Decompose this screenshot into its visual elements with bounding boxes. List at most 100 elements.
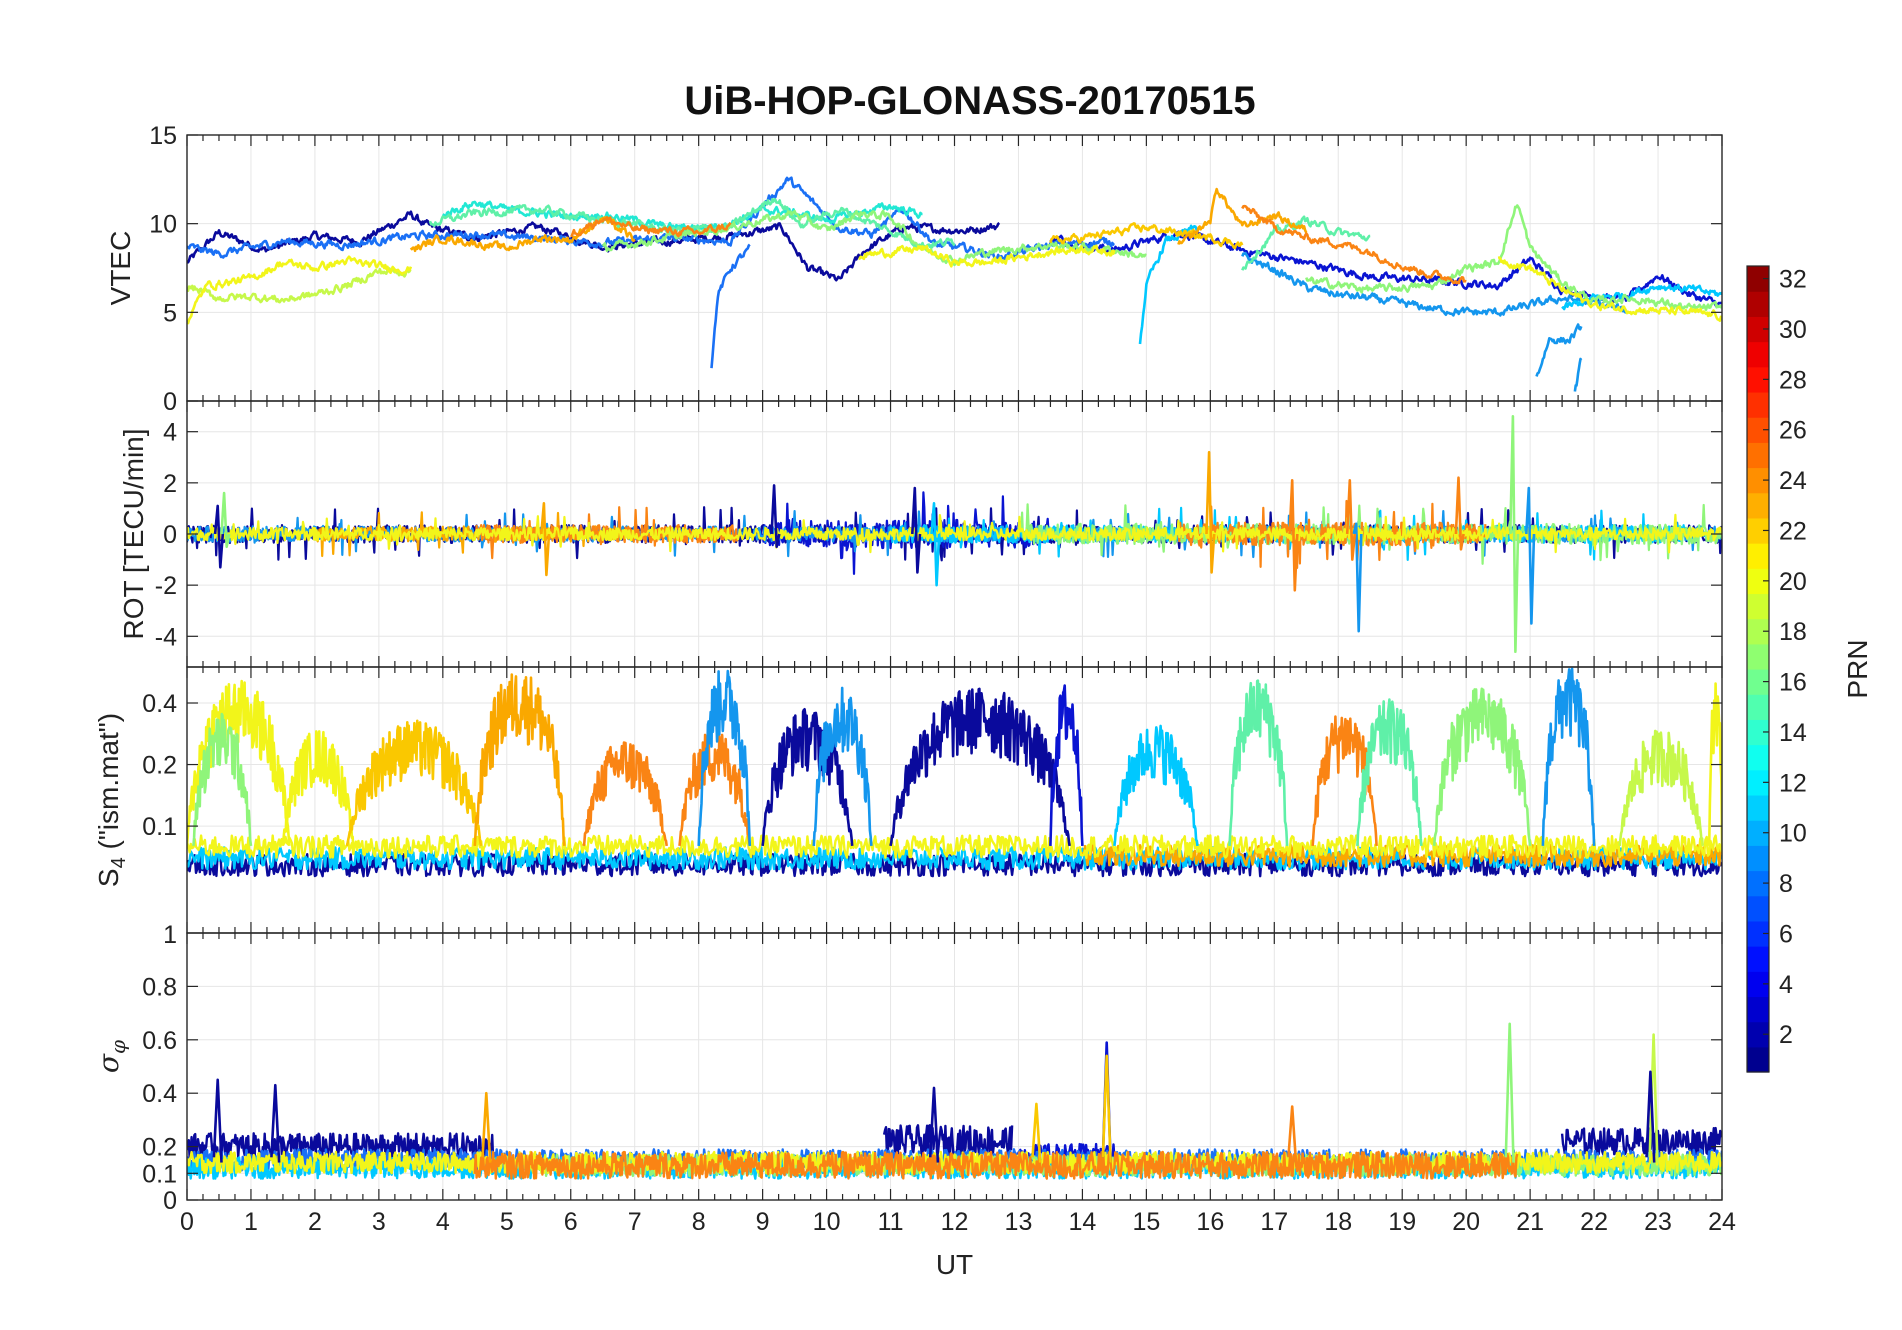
series-line xyxy=(187,255,413,325)
colorbar-tick-label: 16 xyxy=(1779,669,1807,697)
series-line xyxy=(1535,323,1583,377)
series-spike xyxy=(1205,450,1216,574)
colorbar-segment xyxy=(1747,417,1769,443)
colorbar-segment xyxy=(1747,643,1769,670)
colorbar-tick-label: 20 xyxy=(1779,568,1807,596)
x-axis-group: 0 1 2 3 4 5 6 7 8 9 10 11 12 13 14 15 16 17 18 19 20 21 22 23 24… xyxy=(180,1208,1736,1280)
series-line xyxy=(1177,187,1308,245)
series-spike xyxy=(1288,478,1299,592)
colorbar-segment xyxy=(1747,492,1769,519)
panel-x-ticks xyxy=(186,933,1723,1200)
colorbar-segment xyxy=(1747,366,1769,393)
series-spike xyxy=(220,491,231,549)
panel-y-label: S4 ("ism.mat") xyxy=(93,713,130,887)
series-line xyxy=(1356,698,1423,847)
series-line xyxy=(570,216,732,238)
series-line xyxy=(473,673,566,847)
y-tick-label: 0.1 xyxy=(142,1160,177,1188)
series-spike xyxy=(770,484,781,549)
panel-data xyxy=(187,176,1722,392)
colorbar-segment xyxy=(1747,794,1769,821)
series-spike xyxy=(1509,414,1520,654)
y-tick-label: 10 xyxy=(149,211,177,239)
series-line xyxy=(1560,1126,1722,1156)
panel-y-ticks: -4 -2 0 2 4 xyxy=(155,419,1722,651)
colorbar-segment xyxy=(1747,1046,1769,1073)
colorbar-segment xyxy=(1747,568,1769,595)
colorbar-tick-label: 24 xyxy=(1779,467,1807,495)
y-tick-label: -4 xyxy=(155,623,177,651)
x-tick-label: 1 xyxy=(244,1208,258,1236)
colorbar-segment xyxy=(1747,593,1769,620)
x-tick-label: 20 xyxy=(1452,1208,1480,1236)
series-line xyxy=(1228,679,1289,846)
colorbar-segment xyxy=(1747,820,1769,846)
colorbar-tick-label: 28 xyxy=(1779,366,1807,394)
x-tick-label: 21 xyxy=(1516,1208,1544,1236)
series-line xyxy=(281,730,355,847)
colorbar-segment xyxy=(1747,618,1769,645)
colorbar-segment xyxy=(1747,266,1769,292)
colorbar-segment xyxy=(1747,1021,1769,1048)
y-tick-label: 0 xyxy=(163,388,177,416)
x-tick-label: 2 xyxy=(308,1208,322,1236)
x-tick-label: 11 xyxy=(878,1208,904,1236)
x-tick-label: 22 xyxy=(1580,1208,1608,1236)
colorbar-segment xyxy=(1747,291,1769,317)
colorbar-tick-label: 12 xyxy=(1779,769,1807,797)
x-tick-label: 14 xyxy=(1069,1208,1097,1236)
series-spike xyxy=(1031,1102,1042,1163)
colorbar-tick-label: 8 xyxy=(1779,870,1793,898)
series-spike xyxy=(213,504,225,569)
figure-title: UiB-HOP-GLONASS-20170515 xyxy=(684,79,1255,123)
series-line xyxy=(889,687,1071,847)
panel-y-label: ROT [TECU/min] xyxy=(118,428,149,639)
series-line xyxy=(1707,682,1722,846)
colorbar-tick-label: 4 xyxy=(1779,971,1793,999)
x-tick-label: 19 xyxy=(1388,1208,1416,1236)
x-tick-label: 18 xyxy=(1324,1208,1352,1236)
colorbar-segment xyxy=(1747,517,1769,544)
colorbar-segment xyxy=(1747,996,1769,1023)
series-line xyxy=(473,1150,1519,1180)
series-spike xyxy=(1645,1070,1656,1163)
y-tick-label: 0 xyxy=(163,521,177,549)
x-tick-label: 13 xyxy=(1005,1208,1033,1236)
series-line xyxy=(858,244,1116,268)
colorbar-segment xyxy=(1747,920,1769,947)
series-line xyxy=(1618,729,1705,847)
colorbar-segment xyxy=(1747,467,1769,494)
colorbar-tick-label: 14 xyxy=(1779,719,1807,747)
series-line xyxy=(812,686,873,847)
y-tick-label: 2 xyxy=(163,470,177,498)
x-tick-label: 6 xyxy=(564,1208,578,1236)
colorbar-segment xyxy=(1747,769,1769,796)
colorbar-segment xyxy=(1747,316,1769,343)
series-line xyxy=(1241,215,1371,271)
series-line xyxy=(697,669,752,846)
series-line xyxy=(1049,684,1084,846)
x-tick-label: 12 xyxy=(941,1208,969,1236)
panel-x-ticks xyxy=(186,401,1723,667)
series-spike xyxy=(1287,1105,1298,1163)
series-line xyxy=(187,834,1722,859)
y-tick-label: 15 xyxy=(149,122,177,150)
colorbar-tick-label: 32 xyxy=(1779,266,1807,294)
series-spike xyxy=(212,1078,223,1163)
series-spike xyxy=(481,1091,492,1163)
y-tick-label: -2 xyxy=(155,572,177,600)
series-line xyxy=(1541,667,1596,846)
colorbar-segment xyxy=(1747,442,1769,469)
series-spike xyxy=(1345,478,1357,561)
colorbar-segment xyxy=(1747,946,1769,972)
colorbar-tick-label: 6 xyxy=(1779,920,1793,948)
series-spike xyxy=(270,1083,281,1163)
series-line xyxy=(187,176,1115,263)
y-tick-label: 0.8 xyxy=(142,973,177,1001)
series-line xyxy=(187,513,1722,554)
series-line xyxy=(1497,256,1722,323)
panel-x-ticks xyxy=(186,135,1723,401)
x-tick-label: 16 xyxy=(1196,1208,1224,1236)
colorbar-segment xyxy=(1747,971,1769,998)
